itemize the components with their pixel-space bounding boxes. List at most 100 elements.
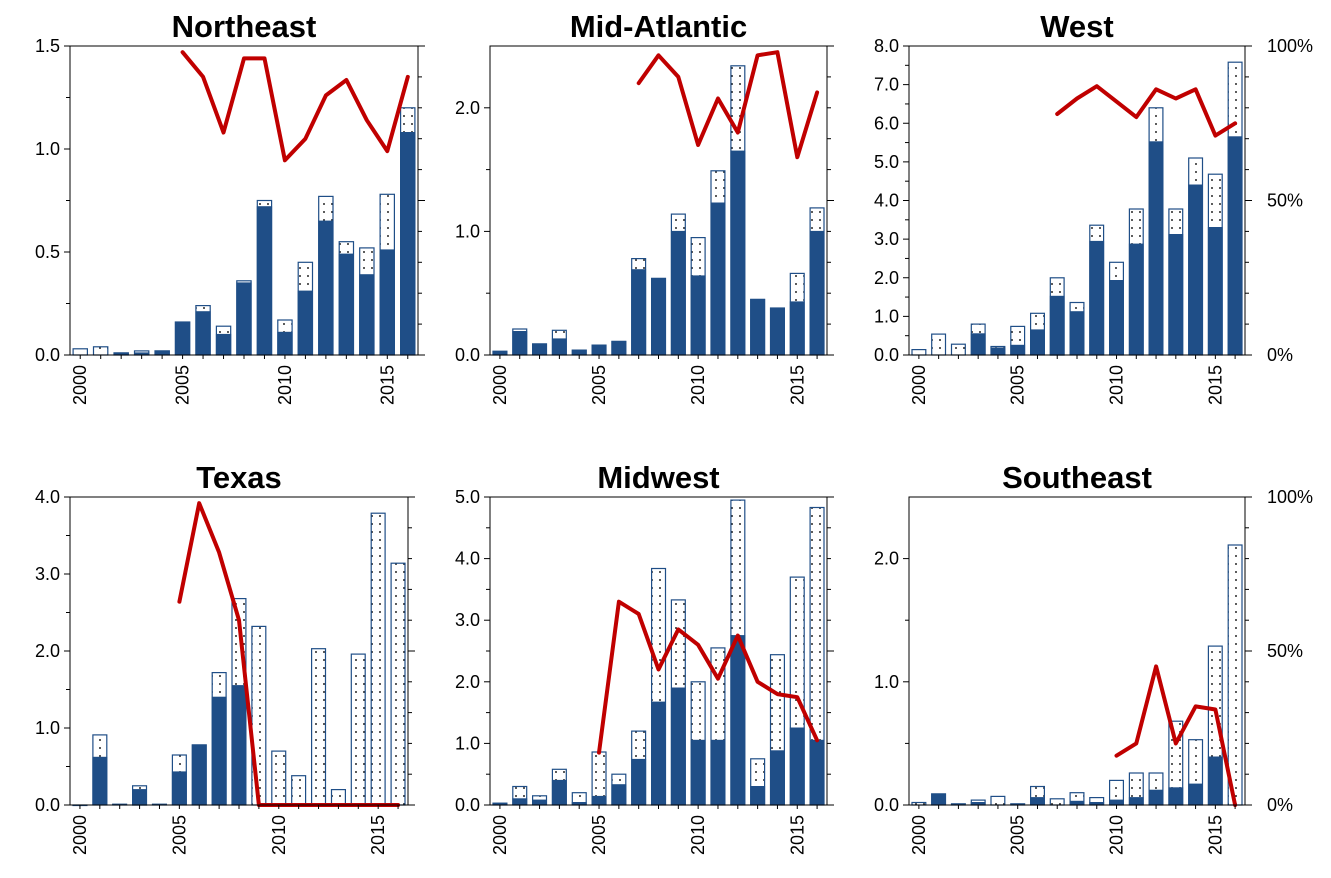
x-tick-label: 2000 bbox=[909, 365, 929, 405]
total-bar bbox=[1227, 544, 1243, 806]
y-tick-label: 0.0 bbox=[874, 345, 899, 365]
solid-bar bbox=[236, 282, 252, 356]
chart-title: West bbox=[1040, 9, 1114, 44]
solid-bar bbox=[990, 347, 1006, 356]
solid-bar bbox=[591, 795, 607, 806]
total-bar bbox=[950, 343, 966, 356]
solid-bar bbox=[611, 340, 627, 356]
total-bar bbox=[311, 648, 327, 806]
solid-bar bbox=[611, 784, 627, 806]
y-tick-label: 2.0 bbox=[455, 98, 480, 118]
solid-bar bbox=[92, 756, 108, 806]
y2-tick-label: 0% bbox=[1267, 795, 1293, 815]
solid-bar bbox=[690, 739, 706, 806]
y-tick-label: 2.0 bbox=[455, 672, 480, 692]
solid-bar bbox=[750, 298, 766, 356]
solid-bar bbox=[379, 249, 395, 356]
total-bar bbox=[251, 625, 267, 806]
x-tick-label: 2015 bbox=[368, 815, 388, 855]
chart-title: Texas bbox=[196, 460, 282, 495]
y2-tick-label: 50% bbox=[1267, 641, 1303, 661]
y-tick-label: 1.0 bbox=[874, 306, 899, 326]
solid-bar bbox=[770, 750, 785, 806]
y2-tick-label: 100% bbox=[1267, 36, 1313, 56]
solid-bar bbox=[631, 269, 647, 356]
solid-bar bbox=[571, 349, 587, 356]
solid-bar bbox=[1069, 311, 1085, 356]
share-line bbox=[1114, 664, 1238, 807]
solid-bar bbox=[770, 307, 785, 356]
chart-title: Northeast bbox=[172, 9, 317, 44]
solid-bar bbox=[1168, 234, 1184, 356]
solid-bar bbox=[215, 333, 232, 356]
solid-bar bbox=[1109, 799, 1124, 806]
total-bar bbox=[1049, 798, 1065, 806]
y-tick-label: 2.0 bbox=[874, 268, 899, 288]
y-tick-label: 0.0 bbox=[35, 795, 60, 815]
x-tick-label: 2015 bbox=[1205, 365, 1225, 405]
solid-bar bbox=[195, 311, 211, 356]
y-tick-label: 0.0 bbox=[35, 345, 60, 365]
solid-bar bbox=[256, 206, 273, 356]
solid-bar bbox=[512, 798, 528, 806]
total-bar bbox=[330, 788, 346, 806]
solid-bar bbox=[1148, 141, 1164, 356]
solid-bar bbox=[359, 274, 375, 356]
y-tick-label: 5.0 bbox=[874, 152, 899, 172]
chart-panel: 0.0 1.0 2.0 3.0 4.0 5.0 2000 2005 2010 2015 Midwes… bbox=[455, 460, 834, 855]
x-tick-label: 2010 bbox=[1107, 815, 1127, 855]
y-tick-label: 1.0 bbox=[35, 718, 60, 738]
solid-bar bbox=[809, 230, 825, 356]
chart-title: Southeast bbox=[1002, 460, 1152, 495]
x-tick-label: 2005 bbox=[589, 365, 609, 405]
x-tick-label: 2000 bbox=[909, 815, 929, 855]
y-tick-label: 6.0 bbox=[874, 113, 899, 133]
total-bar bbox=[390, 562, 406, 806]
chart-title: Midwest bbox=[597, 460, 719, 495]
solid-bar bbox=[532, 799, 547, 806]
solid-bar bbox=[297, 290, 314, 356]
solid-bar bbox=[651, 277, 666, 356]
solid-bar bbox=[338, 253, 355, 356]
total-bar bbox=[911, 349, 927, 356]
x-tick-label: 2015 bbox=[1205, 815, 1225, 855]
total-bar bbox=[92, 346, 109, 356]
solid-bar bbox=[154, 350, 170, 356]
chart-panel: 0.0 1.0 2.0 3.0 4.0 5.0 6.0 7.0 8.0 0% 50% 100% 2000… bbox=[874, 9, 1313, 405]
solid-bar bbox=[1148, 789, 1164, 806]
y-tick-label: 3.0 bbox=[874, 229, 899, 249]
solid-bar bbox=[970, 333, 986, 356]
x-tick-label: 2000 bbox=[70, 815, 90, 855]
total-bar bbox=[291, 775, 307, 806]
solid-bar bbox=[211, 696, 227, 806]
y-tick-label: 3.0 bbox=[455, 610, 480, 630]
x-tick-label: 2010 bbox=[275, 365, 295, 405]
solid-bar bbox=[730, 150, 746, 356]
solid-bar bbox=[1188, 783, 1203, 806]
y-tick-label: 1.0 bbox=[874, 672, 899, 692]
solid-bar bbox=[512, 331, 528, 356]
chart-panel: 0.0 0.5 1.0 1.5 2000 2005 2010 2015 Northeast bbox=[35, 9, 425, 405]
solid-bar bbox=[1089, 240, 1105, 356]
x-tick-label: 2010 bbox=[688, 365, 708, 405]
solid-bar bbox=[1128, 243, 1144, 356]
solid-bar bbox=[1227, 136, 1243, 356]
x-tick-label: 2000 bbox=[490, 365, 510, 405]
chart-panel: 0.0 1.0 2.0 2000 2005 2010 2015 Mid-Atlantic bbox=[455, 9, 834, 405]
y-tick-label: 1.0 bbox=[35, 139, 60, 159]
total-bar bbox=[271, 750, 287, 806]
solid-bar bbox=[551, 779, 567, 806]
y-tick-label: 3.0 bbox=[35, 564, 60, 584]
y-tick-label: 4.0 bbox=[35, 487, 60, 507]
solid-bar bbox=[1030, 797, 1045, 806]
total-bar bbox=[370, 512, 386, 806]
y-tick-label: 8.0 bbox=[874, 36, 899, 56]
x-tick-label: 2005 bbox=[173, 365, 193, 405]
solid-bar bbox=[174, 321, 191, 356]
x-tick-label: 2010 bbox=[269, 815, 289, 855]
y-tick-label: 2.0 bbox=[35, 641, 60, 661]
total-bar bbox=[350, 653, 366, 806]
y-tick-label: 0.0 bbox=[455, 795, 480, 815]
total-bar bbox=[931, 333, 947, 356]
